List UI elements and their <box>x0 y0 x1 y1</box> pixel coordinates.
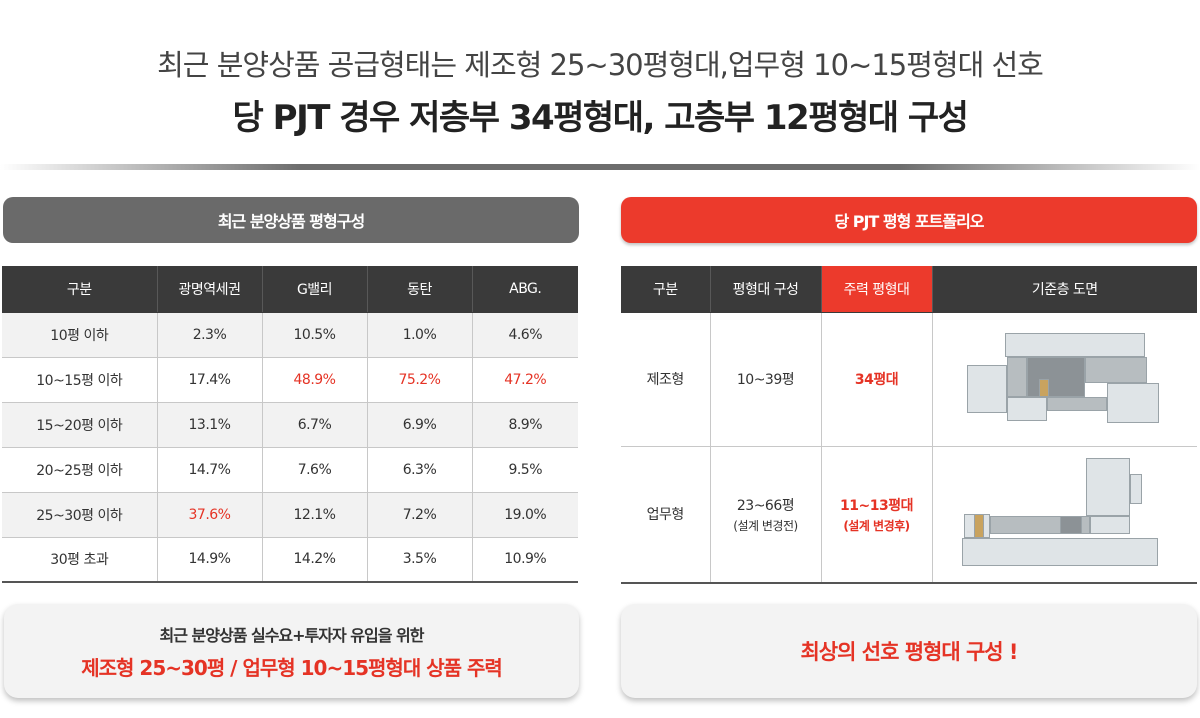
project-portfolio-table: 구분 평형대 구성 주력 평형대 기준층 도면 제조형 10~39평 34평대 <box>621 266 1197 584</box>
table-cell: 4.6% <box>471 312 578 358</box>
table-cell-highlight: 47.2% <box>471 357 578 403</box>
table-row: 30평 초과 14.9% 14.2% 3.5% 10.9% <box>2 537 578 583</box>
row-label: 25~30평 이하 <box>2 492 157 538</box>
table-cell: 14.2% <box>261 537 367 583</box>
table-row: 10~15평 이하 17.4% 48.9% 75.2% 47.2% <box>2 357 578 403</box>
column-header: 구분 <box>621 266 710 313</box>
table-row: 15~20평 이하 13.1% 6.7% 6.9% 8.9% <box>2 402 578 448</box>
recent-sales-size-table: 구분 광명역세권 G밸리 동탄 ABG. 10평 이하 2.3% 10.5% 1… <box>2 266 578 583</box>
column-header: 평형대 구성 <box>709 266 821 313</box>
headline-primary: 최근 분양상품 공급형태는 제조형 25~30평형대,업무형 10~15평형대 … <box>157 48 1044 82</box>
table-cell: 1.0% <box>366 312 472 358</box>
table-cell: 3.5% <box>366 537 472 583</box>
column-header: 구분 <box>2 266 157 313</box>
table-row: 10평 이하 2.3% 10.5% 1.0% 4.6% <box>2 312 578 358</box>
main-size: 11~13평대 <box>840 497 913 514</box>
column-header: ABG. <box>471 266 578 313</box>
table-cell-highlight: 37.6% <box>156 492 262 538</box>
table-header-row: 구분 평형대 구성 주력 평형대 기준층 도면 <box>621 266 1197 313</box>
table-cell: 13.1% <box>156 402 262 448</box>
table-cell: 6.7% <box>261 402 367 448</box>
table-cell: 9.5% <box>471 447 578 493</box>
row-label: 10평 이하 <box>2 312 157 358</box>
table-cell: 8.9% <box>471 402 578 448</box>
summary-subtext: 최근 분양상품 실수요+투자자 유입을 위한 <box>159 625 425 645</box>
row-label: 제조형 <box>621 312 710 447</box>
table-row: 25~30평 이하 37.6% 12.1% 7.2% 19.0% <box>2 492 578 538</box>
size-range-cell: 23~66평 (설계 변경전) <box>709 446 821 584</box>
row-label: 10~15평 이하 <box>2 357 157 403</box>
main-size-cell: 34평대 <box>820 312 932 447</box>
table-cell: 6.3% <box>366 447 472 493</box>
table-cell-highlight: 75.2% <box>366 357 472 403</box>
table-cell: 2.3% <box>156 312 262 358</box>
headline-secondary: 당 PJT 경우 저층부 34평형대, 고층부 12평형대 구성 <box>232 98 969 138</box>
floor-plan-cell <box>931 312 1197 447</box>
table-row: 20~25평 이하 14.7% 7.6% 6.3% 9.5% <box>2 447 578 493</box>
column-header-main-size: 주력 평형대 <box>820 266 932 313</box>
table-cell: 6.9% <box>366 402 472 448</box>
table-cell: 19.0% <box>471 492 578 538</box>
size-range-cell: 10~39평 <box>709 312 821 447</box>
summary-highlight: 최상의 선호 평형대 구성 ! <box>800 640 1018 664</box>
table-cell: 10.5% <box>261 312 367 358</box>
left-panel-title: 최근 분양상품 평형구성 <box>3 197 579 243</box>
table-cell: 14.9% <box>156 537 262 583</box>
size-range: 10~39평 <box>736 372 795 388</box>
left-summary-card: 최근 분양상품 실수요+투자자 유입을 위한 제조형 25~30평 / 업무형 … <box>4 604 579 698</box>
right-panel-title: 당 PJT 평형 포트폴리오 <box>621 197 1197 243</box>
table-cell: 14.7% <box>156 447 262 493</box>
table-cell-highlight: 48.9% <box>261 357 367 403</box>
floor-plan-cell <box>931 446 1197 584</box>
table-cell: 7.2% <box>366 492 472 538</box>
table-row: 제조형 10~39평 34평대 <box>621 312 1197 447</box>
table-cell: 17.4% <box>156 357 262 403</box>
table-cell: 10.9% <box>471 537 578 583</box>
main-size-cell: 11~13평대 (설계 변경후) <box>820 446 932 584</box>
size-range: 23~66평 <box>736 497 795 514</box>
table-header-row: 구분 광명역세권 G밸리 동탄 ABG. <box>2 266 578 313</box>
floor-plan-manufacturing-image <box>966 329 1163 429</box>
column-header: 광명역세권 <box>156 266 262 313</box>
summary-highlight: 제조형 25~30평 / 업무형 10~15평형대 상품 주력 <box>81 655 503 680</box>
table-cell: 12.1% <box>261 492 367 538</box>
table-cell: 7.6% <box>261 447 367 493</box>
row-label: 20~25평 이하 <box>2 447 157 493</box>
main-size-note: (설계 변경후) <box>843 518 910 533</box>
right-summary-card: 최상의 선호 평형대 구성 ! <box>621 604 1197 698</box>
row-label: 15~20평 이하 <box>2 402 157 448</box>
header-divider <box>0 164 1200 170</box>
size-range-note: (설계 변경전) <box>733 518 798 533</box>
floor-plan-office-image <box>960 456 1170 572</box>
row-label: 30평 초과 <box>2 537 157 583</box>
column-header: 기준층 도면 <box>931 266 1197 313</box>
main-size: 34평대 <box>854 372 899 388</box>
table-row: 업무형 23~66평 (설계 변경전) 11~13평대 (설계 변경후) <box>621 446 1197 584</box>
column-header: 동탄 <box>366 266 472 313</box>
column-header: G밸리 <box>261 266 367 313</box>
row-label: 업무형 <box>621 446 710 584</box>
